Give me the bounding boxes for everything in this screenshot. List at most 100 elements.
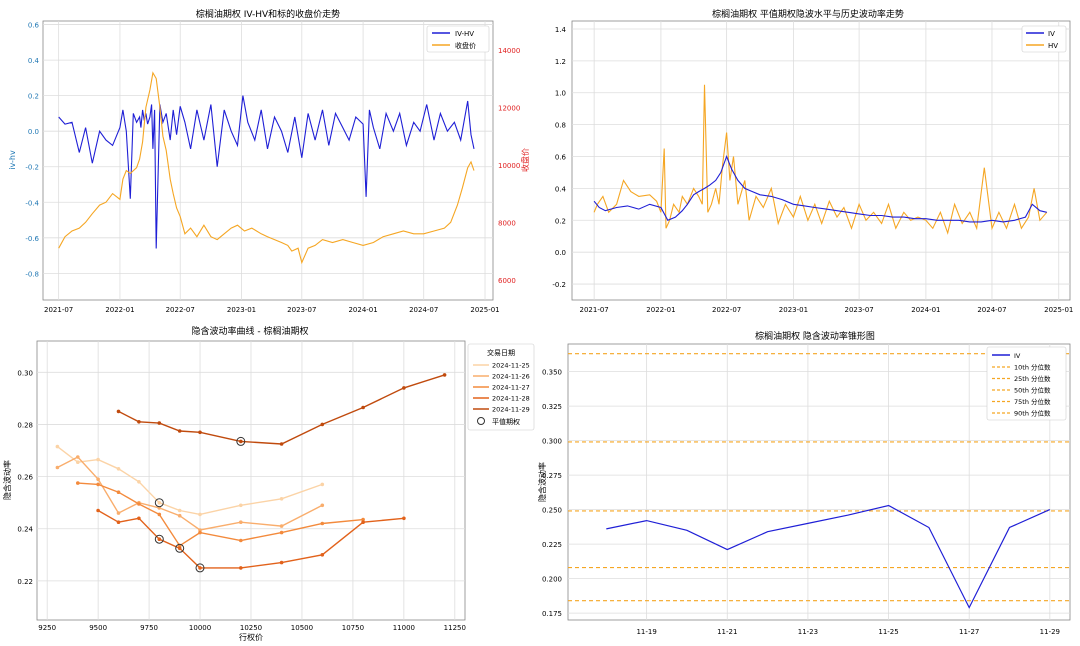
smile-point [116, 467, 121, 471]
smile-point [76, 455, 80, 459]
legend-label-2024-11-26: 2024-11-26 [492, 373, 530, 381]
series-line-iv [606, 504, 1051, 609]
smile-point [137, 420, 141, 424]
series-line-iv-hv [58, 95, 475, 249]
tick-label-x: 2025-01 [1044, 306, 1073, 314]
series-line-hv [593, 84, 1048, 235]
tick-label-x: 9500 [89, 624, 107, 632]
tick-label-y: 0.200 [542, 576, 562, 584]
tick-label-y: 0.0 [555, 249, 566, 257]
chart2-ticks: -0.2 0.0 0.2 0.4 0.6 0.8 1.0 1.2 1.4 2021-07 2022-… [552, 26, 1073, 314]
chart2-legend-hv: HV [1048, 42, 1058, 50]
chart2-title: 棕榈油期权 平值期权隐波水平与历史波动率走势 [712, 8, 904, 20]
atm-marker [236, 436, 246, 446]
tick-label-left: -0.4 [25, 199, 39, 207]
smile-point [198, 530, 202, 535]
tick-label-y: 0.300 [542, 438, 562, 446]
smile-point [157, 421, 162, 425]
smile-point [239, 503, 243, 508]
tick-label-x: 2024-07 [409, 306, 438, 314]
smile-point [320, 482, 325, 487]
tick-label-x: 2021-07 [44, 306, 73, 314]
smile-point [442, 373, 447, 377]
legend-box [986, 346, 1067, 421]
tick-label-right: 12000 [498, 104, 520, 112]
smile-point [198, 528, 202, 532]
chart4-grid [568, 344, 1070, 620]
smile-point [279, 530, 284, 535]
tick-label-x: 10500 [291, 624, 313, 632]
tick-label-y: 1.0 [555, 90, 566, 98]
legend-label-2024-11-27: 2024-11-27 [492, 384, 530, 392]
smile-point [96, 457, 100, 462]
smile-point [177, 508, 182, 513]
chart4-ylabel: 隐含波动率 [537, 462, 547, 502]
smile-point [279, 442, 284, 446]
smile-point [320, 521, 325, 526]
chart1-legend-price: 收盘价 [455, 41, 476, 50]
atm-marker [154, 534, 164, 544]
smile-point [96, 508, 100, 513]
chart1-title: 棕榈油期权 IV-HV和标的收盘价走势 [196, 8, 340, 20]
chart3-legend-items: 2024-11-25 2024-11-26 2024-11-27 2024-11-28… [473, 362, 530, 414]
smile-point [198, 566, 202, 570]
tick-label-y: 0.24 [17, 526, 33, 534]
chart2-series [593, 84, 1048, 235]
smile-point [239, 538, 243, 543]
tick-label-left: 0.2 [28, 93, 39, 101]
smile-point [239, 566, 243, 570]
legend-label-quantile: 90th 分位数 [1014, 409, 1051, 418]
tick-label-y: 0.22 [17, 578, 33, 586]
tick-label-left: 0.4 [28, 57, 40, 65]
tick-label-right: 6000 [498, 277, 516, 285]
tick-label-x: 10750 [342, 624, 364, 632]
tick-label-x: 10250 [240, 624, 262, 632]
tick-label-right: 10000 [498, 162, 520, 170]
tick-label-x: 11-19 [636, 628, 656, 636]
smile-point [55, 444, 60, 449]
smile-point [361, 517, 365, 522]
tick-label-x: 2024-01 [911, 306, 940, 314]
tick-label-y: 0.225 [542, 541, 562, 549]
chart2-grid [572, 21, 1070, 300]
tick-label-y: 0.275 [542, 472, 562, 480]
chart-iv-hv: 棕榈油期权 平值期权隐波水平与历史波动率走势 -0.2 0.0 0.2 0.4 0.6 0… [552, 8, 1073, 314]
chart-iv-cone: 棕榈油期权 隐含波动率锥形图 0.175 0.200 0.225 0.250 0.275… [537, 330, 1071, 636]
smile-point [279, 524, 284, 528]
chart1-plot-area [42, 20, 494, 301]
smile-point [402, 386, 406, 390]
tick-label-y: 0.28 [17, 421, 33, 429]
tick-label-left: -0.6 [25, 235, 39, 243]
chart4-legend: IV 10th 分位数 25th 分位数 50th 分位数 75th 分位数 90th 分… [986, 346, 1067, 421]
tick-label-y: 0.8 [555, 122, 566, 130]
smile-point [76, 460, 80, 465]
tick-label-x: 11-25 [878, 628, 898, 636]
smile-point [157, 537, 162, 541]
tick-label-left: 0.6 [28, 22, 40, 30]
tick-label-x: 2022-01 [646, 306, 675, 314]
smile-point [402, 516, 406, 521]
chart1-ticks: -0.8 -0.6 -0.4 -0.2 0.0 0.2 0.4 0.6 2021-07 2022-… [25, 22, 520, 314]
smile-point [239, 520, 243, 524]
smile-point [137, 516, 141, 521]
smile-point [157, 512, 162, 517]
smile-point [116, 520, 121, 524]
tick-label-x: 2023-07 [844, 306, 873, 314]
tick-label-x: 11-23 [798, 628, 818, 636]
chart4-title: 棕榈油期权 隐含波动率锥形图 [755, 330, 875, 342]
tick-label-x: 2023-01 [779, 306, 808, 314]
smile-point [76, 481, 80, 485]
tick-label-x: 2022-07 [712, 306, 741, 314]
tick-label-y: 0.250 [542, 507, 562, 515]
tick-label-x: 2024-01 [348, 306, 377, 314]
atm-marker [175, 543, 185, 553]
chart4-ticks: 0.175 0.200 0.225 0.250 0.275 0.300 0.325 0.350… [542, 369, 1060, 636]
tick-label-x: 2024-07 [977, 306, 1006, 314]
smile-point [157, 500, 162, 505]
tick-label-y: 0.4 [555, 185, 567, 193]
chart-iv-smile: 隐含波动率曲线 - 棕榈油期权 0.22 0.24 0.26 0.28 0.30 9250… [2, 325, 535, 642]
tick-label-x: 11-29 [1040, 628, 1060, 636]
chart3-legend: 交易日期 2024-11-252024-11-262024-11-272024-… [467, 343, 535, 431]
chart3-xlabel: 行权价 [239, 632, 263, 642]
tick-label-x: 2022-01 [105, 306, 134, 314]
